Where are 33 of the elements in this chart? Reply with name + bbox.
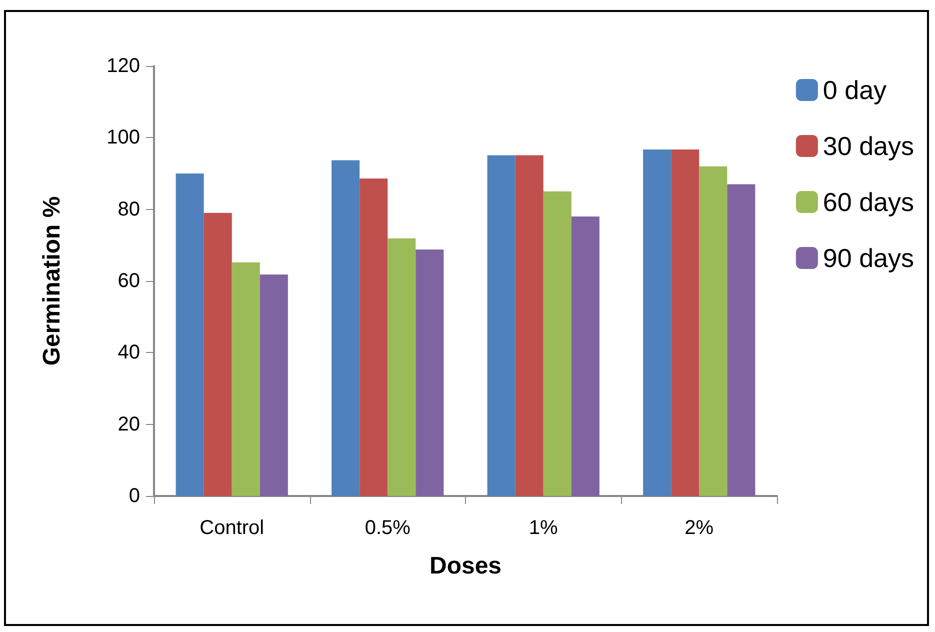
bar	[332, 160, 360, 496]
legend-label: 60 days	[822, 187, 914, 217]
x-tick-label: 0.5%	[364, 517, 411, 539]
y-tick-label: 60	[118, 270, 140, 292]
y-tick-label: 20	[118, 413, 140, 436]
bar	[515, 155, 544, 496]
bar	[176, 174, 204, 496]
bar	[416, 249, 444, 496]
bar	[360, 178, 388, 496]
bar	[727, 184, 756, 496]
x-tick-label: 1%	[528, 517, 558, 539]
bar	[260, 274, 288, 496]
x-tick-label: 2%	[684, 517, 714, 539]
y-tick-label: 120	[106, 55, 140, 77]
x-tick-label: Control	[200, 517, 264, 539]
bar	[232, 262, 260, 496]
bar	[699, 166, 728, 496]
legend-label: 30 days	[822, 131, 914, 161]
bar	[388, 238, 416, 496]
bar	[204, 212, 232, 496]
legend-label: 90 days	[822, 243, 914, 273]
legend-label: 0 day	[822, 75, 887, 105]
bar	[671, 149, 700, 496]
bar	[487, 155, 516, 496]
y-axis-title: Germination %	[38, 196, 66, 366]
y-tick-label: 80	[118, 198, 140, 220]
y-tick-label: 100	[106, 126, 140, 149]
y-tick-label: 40	[118, 342, 140, 364]
x-axis-title: Doses	[429, 552, 502, 580]
bar	[543, 191, 572, 496]
y-tick-label: 0	[128, 485, 140, 507]
bar	[643, 149, 672, 496]
bar	[571, 216, 600, 496]
